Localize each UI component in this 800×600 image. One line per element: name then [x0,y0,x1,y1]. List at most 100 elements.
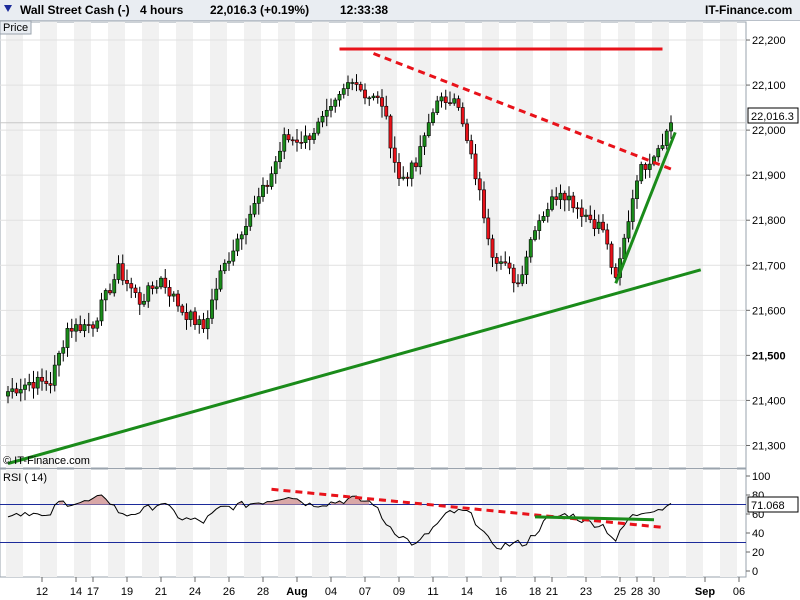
candle-body [23,384,27,390]
session-band [142,22,159,468]
last-price-badge-text: 22,016.3 [751,111,794,123]
candle-body [10,388,15,392]
rsi-trendline-horizontal-support [534,515,655,522]
dropdown-arrow-icon[interactable] [4,5,12,12]
session-band [6,22,23,468]
candle-body [231,250,236,262]
session-band [142,469,159,577]
candle-body [579,207,584,217]
candle-body [74,324,78,332]
x-tick-label: 14 [70,586,82,598]
candle-body [545,209,550,217]
candle-body [516,282,520,285]
candle-body [482,189,486,219]
session-band [312,469,329,577]
candle-body [290,139,295,142]
rsi-tick-label: 0 [752,566,758,578]
candle-body [227,260,231,264]
candle-body [414,162,418,168]
x-tick-label: 14 [461,586,473,598]
watermark: © IT-Finance.com [3,455,90,467]
candle-body [380,97,384,107]
session-band [720,469,737,577]
candle-body [371,95,376,99]
candle-body [239,234,244,240]
candle-body [31,382,36,389]
session-band [278,469,295,577]
candle-body [388,115,393,149]
x-tick-label: 07 [359,586,371,598]
session-band [414,469,431,577]
session-band [414,22,431,468]
x-tick-label: 04 [325,586,337,598]
session-band [176,469,193,577]
candle-body [375,95,380,98]
candle-body [91,324,95,329]
candle-body [320,115,325,123]
candle-body [99,299,104,322]
x-tick-label: 24 [189,586,201,598]
x-tick-label: 30 [648,586,660,598]
candle-body [469,140,474,155]
candle-body [171,293,176,297]
session-band [686,22,703,468]
candle-body [418,146,423,168]
x-tick-label: 28 [257,586,269,598]
x-tick-label: 16 [495,586,507,598]
session-band [312,22,329,468]
session-band [584,22,601,468]
candle-body [163,277,168,288]
last-rsi-badge-text: 71.068 [751,500,785,512]
candle-body [116,263,121,280]
session-band [108,469,125,577]
session-band [652,22,669,468]
price-tab[interactable] [0,20,32,35]
trendline-falling-resistance [372,52,676,173]
candle-body [354,82,359,85]
price-tick-label: 21,600 [752,305,786,317]
price-tick-label: 21,700 [752,260,786,272]
candle-body [125,279,129,284]
candle-body [150,285,155,289]
candle-body [460,107,465,125]
candle-body [286,134,291,141]
x-tick-label: 21 [155,586,167,598]
session-band [74,22,91,468]
last-quote: 22,016.3 (+0.19%) [210,3,310,17]
candle-body [456,98,461,108]
rsi-tick-label: 100 [752,471,770,483]
x-tick-label: 26 [223,586,235,598]
candle-body [635,180,639,199]
x-tick-label: 17 [87,586,99,598]
candle-body [252,203,257,215]
candle-body [120,263,125,281]
candle-body [137,292,142,305]
candle-body [571,195,576,209]
candle-body [40,376,44,382]
candle-body [180,305,185,313]
candle-body [14,388,19,394]
rsi-tick-label: 40 [752,528,764,540]
x-tick-label: 11 [427,586,438,598]
candle-body [52,364,57,386]
candle-body [146,285,151,302]
x-tick-label: 06 [733,586,745,598]
candle-body [511,267,516,284]
candle-body [435,100,440,113]
candle-body [448,102,452,104]
candle-body [592,219,597,229]
candle-body [647,163,652,170]
session-band [40,469,57,577]
candle-body [588,214,593,220]
rsi-label: RSI ( 14) [3,472,47,484]
candle-body [57,352,61,366]
session-band [40,22,57,468]
candle-body [499,261,503,264]
candle-body [112,279,117,294]
candle-body [643,164,648,170]
candle-body [550,196,554,210]
price-tick-label: 21,800 [752,215,786,227]
trendline-long-rising-support [7,268,702,465]
rsi-overbought-area [76,495,110,505]
candle-body [558,192,563,200]
